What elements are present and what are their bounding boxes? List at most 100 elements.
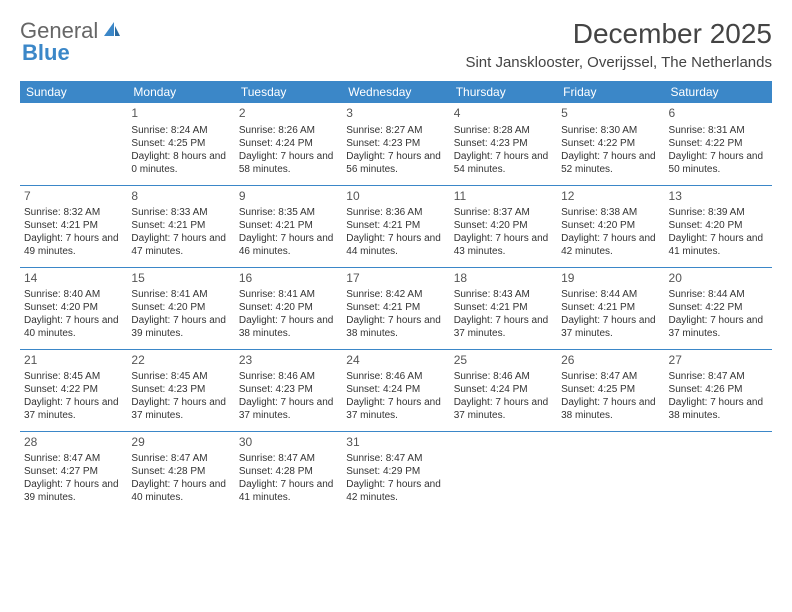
weekday-header: Friday — [557, 81, 664, 103]
weekday-header: Tuesday — [235, 81, 342, 103]
sunset-line: Sunset: 4:21 PM — [346, 301, 445, 314]
sunset-line: Sunset: 4:20 PM — [669, 219, 768, 232]
day-number: 25 — [454, 353, 553, 369]
daylight-line: Daylight: 7 hours and 37 minutes. — [454, 314, 553, 340]
weekday-header: Monday — [127, 81, 234, 103]
daylight-line: Daylight: 7 hours and 43 minutes. — [454, 232, 553, 258]
day-number: 13 — [669, 189, 768, 205]
calendar-cell-empty — [557, 431, 664, 513]
calendar-cell: 15Sunrise: 8:41 AMSunset: 4:20 PMDayligh… — [127, 267, 234, 349]
sunrise-line: Sunrise: 8:46 AM — [346, 370, 445, 383]
sunrise-line: Sunrise: 8:28 AM — [454, 124, 553, 137]
logo-line2: Blue — [22, 40, 70, 66]
weekday-header: Wednesday — [342, 81, 449, 103]
calendar-cell: 17Sunrise: 8:42 AMSunset: 4:21 PMDayligh… — [342, 267, 449, 349]
day-number: 18 — [454, 271, 553, 287]
day-number: 20 — [669, 271, 768, 287]
sunrise-line: Sunrise: 8:44 AM — [561, 288, 660, 301]
calendar-cell: 23Sunrise: 8:46 AMSunset: 4:23 PMDayligh… — [235, 349, 342, 431]
sunrise-line: Sunrise: 8:41 AM — [239, 288, 338, 301]
sunrise-line: Sunrise: 8:46 AM — [454, 370, 553, 383]
day-number: 3 — [346, 106, 445, 122]
sunrise-line: Sunrise: 8:38 AM — [561, 206, 660, 219]
weekday-header: Thursday — [450, 81, 557, 103]
day-number: 22 — [131, 353, 230, 369]
calendar-cell: 2 Sunrise: 8:26 AMSunset: 4:24 PMDaylight… — [235, 103, 342, 185]
daylight-line: Daylight: 7 hours and 54 minutes. — [454, 150, 553, 176]
day-number: 28 — [24, 435, 123, 451]
sunrise-line: Sunrise: 8:41 AM — [131, 288, 230, 301]
calendar-row: 14Sunrise: 8:40 AMSunset: 4:20 PMDayligh… — [20, 267, 772, 349]
weekday-row: SundayMondayTuesdayWednesdayThursdayFrid… — [20, 81, 772, 103]
day-number: 27 — [669, 353, 768, 369]
sunrise-line: Sunrise: 8:33 AM — [131, 206, 230, 219]
daylight-line: Daylight: 7 hours and 37 minutes. — [346, 396, 445, 422]
calendar-table: SundayMondayTuesdayWednesdayThursdayFrid… — [20, 81, 772, 513]
sunset-line: Sunset: 4:23 PM — [346, 137, 445, 150]
day-number: 5 — [561, 106, 660, 122]
sunset-line: Sunset: 4:21 PM — [131, 219, 230, 232]
sunset-line: Sunset: 4:29 PM — [346, 465, 445, 478]
day-number: 1 — [131, 106, 230, 122]
sunrise-line: Sunrise: 8:43 AM — [454, 288, 553, 301]
sunrise-line: Sunrise: 8:26 AM — [239, 124, 338, 137]
calendar-cell: 8Sunrise: 8:33 AMSunset: 4:21 PMDaylight… — [127, 185, 234, 267]
sunset-line: Sunset: 4:21 PM — [24, 219, 123, 232]
calendar-cell: 21Sunrise: 8:45 AMSunset: 4:22 PMDayligh… — [20, 349, 127, 431]
sunrise-line: Sunrise: 8:30 AM — [561, 124, 660, 137]
sunset-line: Sunset: 4:21 PM — [561, 301, 660, 314]
month-title: December 2025 — [465, 18, 772, 50]
calendar-cell: 9Sunrise: 8:35 AMSunset: 4:21 PMDaylight… — [235, 185, 342, 267]
calendar-cell-empty — [450, 431, 557, 513]
sunrise-line: Sunrise: 8:37 AM — [454, 206, 553, 219]
weekday-header: Sunday — [20, 81, 127, 103]
sunrise-line: Sunrise: 8:44 AM — [669, 288, 768, 301]
sunset-line: Sunset: 4:24 PM — [346, 383, 445, 396]
day-number: 15 — [131, 271, 230, 287]
sunset-line: Sunset: 4:22 PM — [669, 301, 768, 314]
sunset-line: Sunset: 4:23 PM — [454, 137, 553, 150]
day-number: 11 — [454, 189, 553, 205]
calendar-row: 7Sunrise: 8:32 AMSunset: 4:21 PMDaylight… — [20, 185, 772, 267]
daylight-line: Daylight: 7 hours and 47 minutes. — [131, 232, 230, 258]
calendar-body: 1Sunrise: 8:24 AMSunset: 4:25 PMDaylight… — [20, 103, 772, 513]
calendar-cell: 31Sunrise: 8:47 AMSunset: 4:29 PMDayligh… — [342, 431, 449, 513]
daylight-line: Daylight: 7 hours and 37 minutes. — [24, 396, 123, 422]
sunset-line: Sunset: 4:28 PM — [239, 465, 338, 478]
logo-text-blue: Blue — [22, 40, 70, 65]
sunrise-line: Sunrise: 8:45 AM — [131, 370, 230, 383]
day-number: 23 — [239, 353, 338, 369]
calendar-cell: 27Sunrise: 8:47 AMSunset: 4:26 PMDayligh… — [665, 349, 772, 431]
sunset-line: Sunset: 4:22 PM — [561, 137, 660, 150]
daylight-line: Daylight: 7 hours and 40 minutes. — [131, 478, 230, 504]
day-number: 19 — [561, 271, 660, 287]
day-number: 24 — [346, 353, 445, 369]
daylight-line: Daylight: 7 hours and 37 minutes. — [131, 396, 230, 422]
calendar-row: 21Sunrise: 8:45 AMSunset: 4:22 PMDayligh… — [20, 349, 772, 431]
daylight-line: Daylight: 7 hours and 44 minutes. — [346, 232, 445, 258]
daylight-line: Daylight: 7 hours and 37 minutes. — [669, 314, 768, 340]
calendar-cell: 12Sunrise: 8:38 AMSunset: 4:20 PMDayligh… — [557, 185, 664, 267]
sunrise-line: Sunrise: 8:40 AM — [24, 288, 123, 301]
day-number: 17 — [346, 271, 445, 287]
sunset-line: Sunset: 4:23 PM — [131, 383, 230, 396]
sunrise-line: Sunrise: 8:47 AM — [24, 452, 123, 465]
sunrise-line: Sunrise: 8:42 AM — [346, 288, 445, 301]
day-number: 6 — [669, 106, 768, 122]
daylight-line: Daylight: 7 hours and 40 minutes. — [24, 314, 123, 340]
day-number: 9 — [239, 189, 338, 205]
daylight-line: Daylight: 7 hours and 41 minutes. — [669, 232, 768, 258]
sunset-line: Sunset: 4:24 PM — [239, 137, 338, 150]
day-number: 2 — [239, 106, 338, 122]
sunrise-line: Sunrise: 8:47 AM — [346, 452, 445, 465]
calendar-cell: 6Sunrise: 8:31 AMSunset: 4:22 PMDaylight… — [665, 103, 772, 185]
daylight-line: Daylight: 7 hours and 49 minutes. — [24, 232, 123, 258]
calendar-cell: 29Sunrise: 8:47 AMSunset: 4:28 PMDayligh… — [127, 431, 234, 513]
calendar-cell: 16Sunrise: 8:41 AMSunset: 4:20 PMDayligh… — [235, 267, 342, 349]
sunset-line: Sunset: 4:20 PM — [454, 219, 553, 232]
daylight-line: Daylight: 7 hours and 39 minutes. — [24, 478, 123, 504]
calendar-cell: 30Sunrise: 8:47 AMSunset: 4:28 PMDayligh… — [235, 431, 342, 513]
calendar-cell: 25Sunrise: 8:46 AMSunset: 4:24 PMDayligh… — [450, 349, 557, 431]
sunrise-line: Sunrise: 8:36 AM — [346, 206, 445, 219]
daylight-line: Daylight: 7 hours and 58 minutes. — [239, 150, 338, 176]
